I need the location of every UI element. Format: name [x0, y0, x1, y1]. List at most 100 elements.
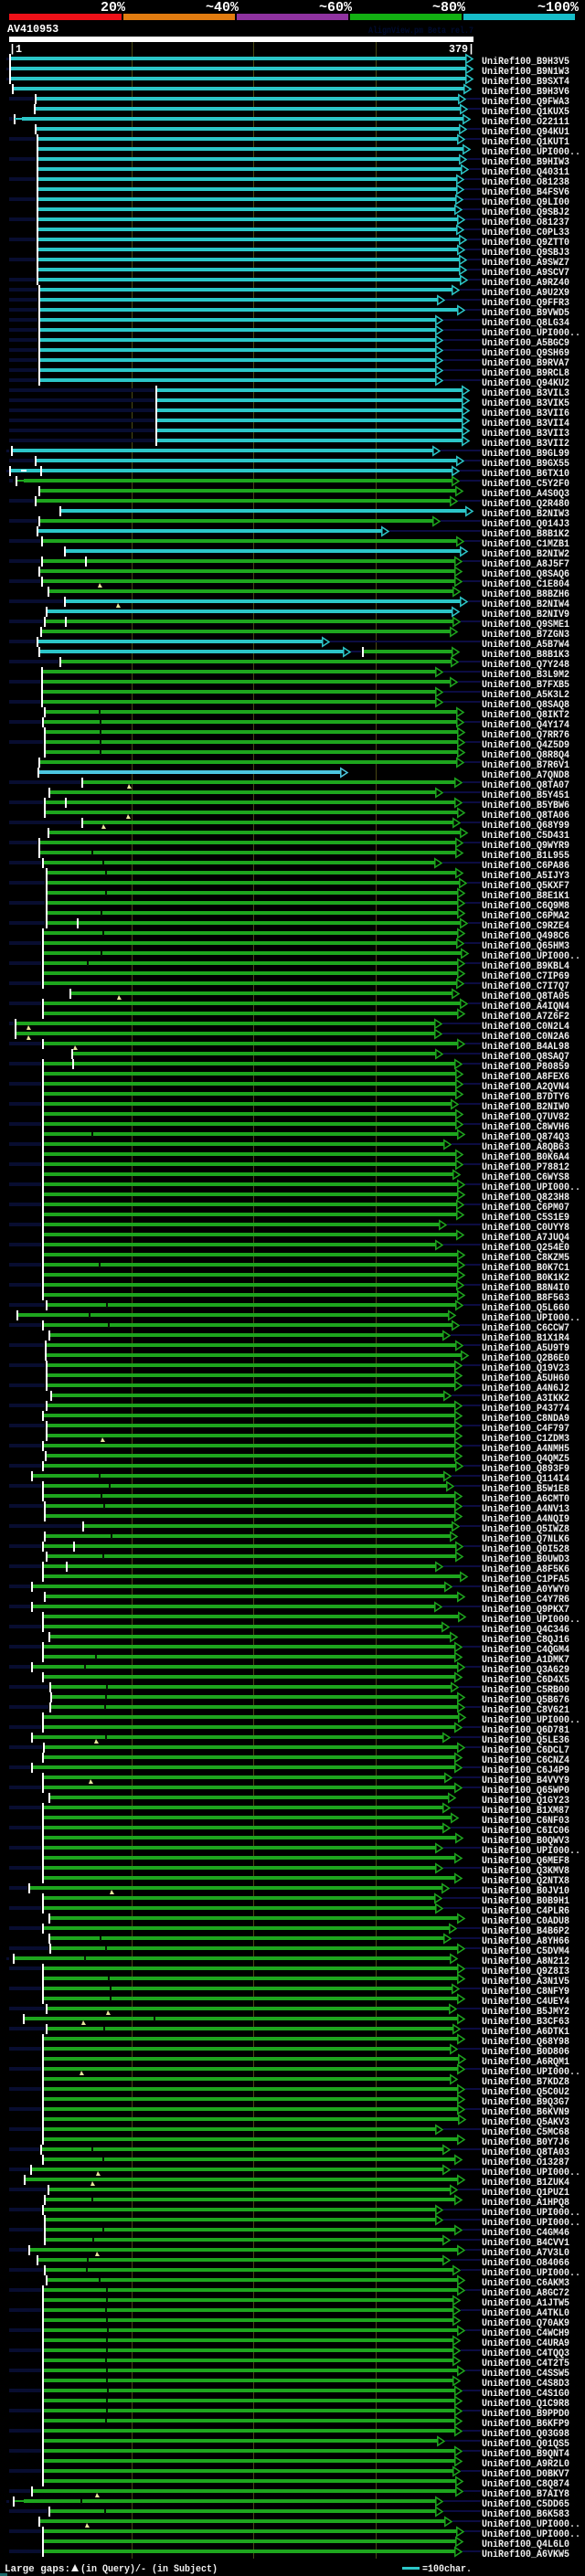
- svg-text:UniRef100_UPI000..: UniRef100_UPI000..: [482, 2529, 580, 2540]
- svg-text:UniRef100_A6CMT0: UniRef100_A6CMT0: [482, 1494, 569, 1505]
- svg-text:UniRef100_A4S0Q3: UniRef100_A4S0Q3: [482, 489, 569, 500]
- svg-text:=100char.: =100char.: [422, 2564, 472, 2575]
- svg-text:UniRef100_C4Y7R6: UniRef100_C4Y7R6: [482, 1595, 569, 1606]
- svg-text:UniRef100_A4NMH5: UniRef100_A4NMH5: [482, 1444, 569, 1455]
- svg-text:UniRef100_Q9PKX7: UniRef100_Q9PKX7: [482, 1605, 569, 1616]
- svg-text:UniRef100_A8GC72: UniRef100_A8GC72: [482, 2288, 569, 2299]
- svg-text:UniRef100_Q9SH69: UniRef100_Q9SH69: [482, 348, 569, 359]
- svg-text:UniRef100_A7JUQ4: UniRef100_A7JUQ4: [482, 1233, 569, 1244]
- svg-text:UniRef100_Q8IKT2: UniRef100_Q8IKT2: [482, 710, 569, 721]
- svg-text:UniRef100_A4IQN4: UniRef100_A4IQN4: [482, 1002, 569, 1012]
- svg-text:UniRef100_Q8SAQ8: UniRef100_Q8SAQ8: [482, 700, 569, 711]
- svg-text:UniRef100_C5D431: UniRef100_C5D431: [482, 831, 569, 842]
- svg-text:UniRef100_A8FEX6: UniRef100_A8FEX6: [482, 1072, 569, 1083]
- svg-text:UniRef100_A5B7W4: UniRef100_A5B7W4: [482, 640, 569, 651]
- svg-text:UniRef100_B9KBL4: UniRef100_B9KBL4: [482, 961, 569, 972]
- svg-text:UniRef100_Q5AKV3: UniRef100_Q5AKV3: [482, 2117, 569, 2128]
- svg-text:UniRef100_C4GM46: UniRef100_C4GM46: [482, 2228, 569, 2239]
- svg-text:UniRef100_Q8TA03: UniRef100_Q8TA03: [482, 2147, 569, 2158]
- svg-text:UniRef100_C5MC68: UniRef100_C5MC68: [482, 2127, 569, 2138]
- svg-text:UniRef100_Q9SBJ2: UniRef100_Q9SBJ2: [482, 207, 569, 218]
- svg-text:UniRef100_C8WVH6: UniRef100_C8WVH6: [482, 1122, 569, 1133]
- svg-text:UniRef100_A5UH60: UniRef100_A5UH60: [482, 1373, 569, 1384]
- svg-text:UniRef100_B6K583: UniRef100_B6K583: [482, 2509, 569, 2520]
- svg-text:UniRef100_A8F5K6: UniRef100_A8F5K6: [482, 1564, 569, 1575]
- svg-text:UniRef100_Q823H8: UniRef100_Q823H8: [482, 1193, 569, 1203]
- svg-text:UniRef100_Q68Y98: UniRef100_Q68Y98: [482, 2037, 569, 2048]
- svg-text:UniRef100_B9QNT4: UniRef100_B9QNT4: [482, 2449, 569, 2460]
- svg-text:UniRef100_C6PM07: UniRef100_C6PM07: [482, 1203, 569, 1214]
- svg-text:UniRef100_Q7RR76: UniRef100_Q7RR76: [482, 730, 569, 741]
- svg-text:UniRef100_A9U2X9: UniRef100_A9U2X9: [482, 288, 569, 299]
- svg-text:UniRef100_A7QND8: UniRef100_A7QND8: [482, 770, 569, 781]
- svg-text:AlignView.pm Beta rel.7: AlignView.pm Beta rel.7: [368, 26, 473, 37]
- svg-text:UniRef100_C4T2T5: UniRef100_C4T2T5: [482, 2359, 569, 2369]
- svg-text:UniRef100_C8KZM5: UniRef100_C8KZM5: [482, 1253, 569, 1264]
- svg-text:UniRef100_Q40311: UniRef100_Q40311: [482, 167, 569, 178]
- svg-text:UniRef100_P43774: UniRef100_P43774: [482, 1404, 569, 1415]
- svg-text:UniRef100_Q1GY23: UniRef100_Q1GY23: [482, 1796, 569, 1807]
- svg-text:UniRef100_A9RZ40: UniRef100_A9RZ40: [482, 278, 569, 289]
- svg-text:UniRef100_B7ZGN3: UniRef100_B7ZGN3: [482, 630, 569, 641]
- svg-text:UniRef100_B0D806: UniRef100_B0D806: [482, 2047, 569, 2058]
- svg-text:UniRef100_A4N6J2: UniRef100_A4N6J2: [482, 1383, 569, 1394]
- svg-text:UniRef100_Q65HM3: UniRef100_Q65HM3: [482, 941, 569, 952]
- svg-text:UniRef100_A5BGC9: UniRef100_A5BGC9: [482, 338, 569, 349]
- svg-text:20%: 20%: [101, 0, 126, 16]
- svg-text:~40%: ~40%: [206, 0, 239, 16]
- svg-text:UniRef100_C6CNZ4: UniRef100_C6CNZ4: [482, 1755, 569, 1766]
- svg-text:UniRef100_B5JMY2: UniRef100_B5JMY2: [482, 2007, 569, 2018]
- svg-text:UniRef100_B9Q3G7: UniRef100_B9Q3G7: [482, 2097, 569, 2108]
- svg-text:UniRef100_Q01QS5: UniRef100_Q01QS5: [482, 2439, 569, 2450]
- svg-text:UniRef100_A8YH66: UniRef100_A8YH66: [482, 1936, 569, 1947]
- svg-text:UniRef100_Q8SAQ6: UniRef100_Q8SAQ6: [482, 569, 569, 580]
- svg-text:UniRef100_B1L955: UniRef100_B1L955: [482, 851, 569, 862]
- svg-text:UniRef100_Q9Z8I3: UniRef100_Q9Z8I3: [482, 1966, 569, 1977]
- svg-text:(in Query)/- (in Subject): (in Query)/- (in Subject): [80, 2564, 218, 2575]
- svg-text:UniRef100_C5Y2F0: UniRef100_C5Y2F0: [482, 479, 569, 490]
- svg-text:~100%: ~100%: [537, 0, 580, 16]
- svg-text:UniRef100_UPI000..: UniRef100_UPI000..: [482, 2168, 580, 2178]
- svg-text:UniRef100_A3IKK2: UniRef100_A3IKK2: [482, 1394, 569, 1405]
- svg-text:UniRef100_Q5L660: UniRef100_Q5L660: [482, 1303, 569, 1314]
- svg-text:UniRef100_B4AL98: UniRef100_B4AL98: [482, 1042, 569, 1053]
- svg-text:UniRef100_C6PMA2: UniRef100_C6PMA2: [482, 911, 569, 922]
- svg-text:UniRef100_B6KVN9: UniRef100_B6KVN9: [482, 2107, 569, 2118]
- svg-text:~80%: ~80%: [432, 0, 466, 16]
- svg-text:UniRef100_C9RZE4: UniRef100_C9RZE4: [482, 921, 569, 932]
- svg-text:UniRef100_C6J4P9: UniRef100_C6J4P9: [482, 1765, 569, 1776]
- svg-text:UniRef100_C4UEY4: UniRef100_C4UEY4: [482, 1997, 569, 2008]
- svg-text:UniRef100_C6WYS8: UniRef100_C6WYS8: [482, 1172, 569, 1183]
- svg-text:UniRef100_Q6D781: UniRef100_Q6D781: [482, 1725, 569, 1736]
- svg-text:UniRef100_Q8SAQ7: UniRef100_Q8SAQ7: [482, 1052, 569, 1063]
- svg-text:UniRef100_Q2R480: UniRef100_Q2R480: [482, 499, 569, 510]
- svg-text:UniRef100_C8NDA9: UniRef100_C8NDA9: [482, 1414, 569, 1425]
- svg-text:UniRef100_A9SCV7: UniRef100_A9SCV7: [482, 268, 569, 279]
- svg-text:UniRef100_B1XM87: UniRef100_B1XM87: [482, 1806, 569, 1817]
- svg-text:UniRef100_A8J5F7: UniRef100_A8J5F7: [482, 559, 569, 570]
- svg-text:UniRef100_C7I7Q7: UniRef100_C7I7Q7: [482, 981, 569, 992]
- svg-text:UniRef100_B4FSV6: UniRef100_B4FSV6: [482, 187, 569, 198]
- svg-text:UniRef100_C5S1E9: UniRef100_C5S1E9: [482, 1213, 569, 1224]
- svg-text:UniRef100_C4PLR6: UniRef100_C4PLR6: [482, 1906, 569, 1917]
- svg-text:UniRef100_B3VII4: UniRef100_B3VII4: [482, 419, 569, 429]
- svg-text:379|: 379|: [449, 43, 474, 56]
- svg-text:UniRef100_B9VWD5: UniRef100_B9VWD5: [482, 308, 569, 319]
- svg-text:UniRef100_B7KDZ8: UniRef100_B7KDZ8: [482, 2077, 569, 2088]
- svg-text:UniRef100_B8E1K1: UniRef100_B8E1K1: [482, 891, 569, 902]
- svg-text:UniRef100_A7V3L0: UniRef100_A7V3L0: [482, 2248, 569, 2259]
- svg-text:UniRef100_Q7Y248: UniRef100_Q7Y248: [482, 660, 569, 671]
- svg-text:UniRef100_Q0I528: UniRef100_Q0I528: [482, 1544, 569, 1555]
- svg-text:UniRef100_B0JV10: UniRef100_B0JV10: [482, 1886, 569, 1897]
- svg-text:UniRef100_B0Y7J6: UniRef100_B0Y7J6: [482, 2137, 569, 2148]
- svg-text:UniRef100_A8N212: UniRef100_A8N212: [482, 1956, 569, 1967]
- svg-text:UniRef100_Q3A629: UniRef100_Q3A629: [482, 1665, 569, 1676]
- svg-text:UniRef100_Q03G98: UniRef100_Q03G98: [482, 2429, 569, 2440]
- svg-text:UniRef100_A4NV13: UniRef100_A4NV13: [482, 1504, 569, 1515]
- svg-text:UniRef100_C0ADU8: UniRef100_C0ADU8: [482, 1916, 569, 1927]
- svg-text:UniRef100_C5RB00: UniRef100_C5RB00: [482, 1685, 569, 1696]
- svg-text:UniRef100_Q9FWA3: UniRef100_Q9FWA3: [482, 97, 569, 108]
- svg-text:UniRef100_Q9SME1: UniRef100_Q9SME1: [482, 620, 569, 631]
- svg-text:UniRef100_Q9LI00: UniRef100_Q9LI00: [482, 197, 569, 208]
- svg-text:UniRef100_A3N1V5: UniRef100_A3N1V5: [482, 1977, 569, 1988]
